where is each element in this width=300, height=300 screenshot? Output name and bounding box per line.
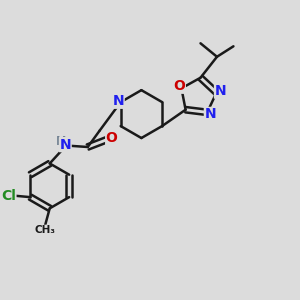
Text: CH₃: CH₃ — [35, 225, 56, 235]
Text: H: H — [56, 135, 66, 148]
Text: N: N — [59, 138, 71, 152]
Text: O: O — [106, 131, 118, 145]
Text: N: N — [214, 84, 226, 98]
Text: Cl: Cl — [1, 189, 16, 202]
Text: N: N — [204, 107, 216, 122]
Text: N: N — [112, 94, 124, 108]
Text: O: O — [173, 79, 185, 93]
